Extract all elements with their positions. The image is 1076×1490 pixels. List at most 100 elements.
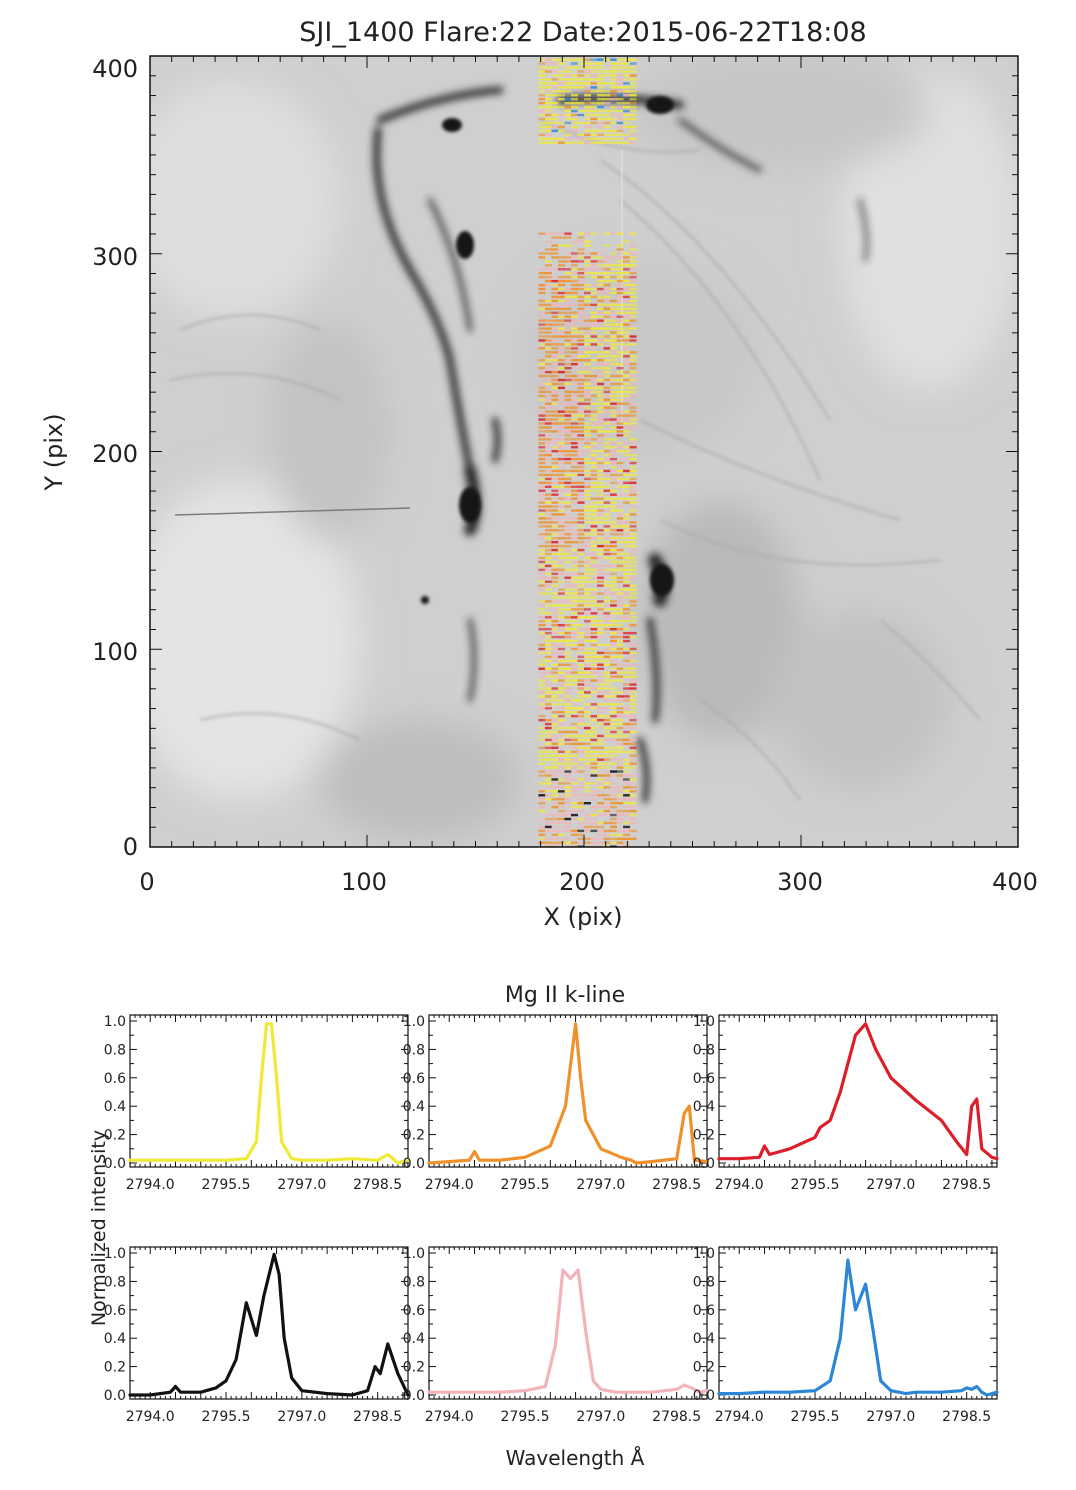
raster-pixel bbox=[610, 58, 618, 61]
raster-pixel bbox=[577, 489, 585, 492]
raster-pixel bbox=[570, 778, 578, 781]
raster-pixel bbox=[623, 121, 631, 125]
raster-pixel bbox=[616, 718, 624, 722]
raster-pixel bbox=[610, 457, 618, 461]
raster-pixel bbox=[616, 647, 624, 651]
raster-pixel bbox=[584, 604, 592, 607]
raster-pixel bbox=[590, 754, 598, 757]
raster-pixel bbox=[577, 671, 585, 674]
raster-pixel bbox=[603, 418, 611, 421]
raster-pixel bbox=[597, 469, 605, 473]
raster-pixel bbox=[623, 109, 631, 113]
raster-pixel bbox=[629, 699, 637, 702]
raster-pixel bbox=[629, 481, 637, 485]
raster-pixel bbox=[544, 790, 552, 793]
raster-pixel bbox=[564, 410, 572, 413]
raster-pixel bbox=[557, 608, 565, 611]
raster-pixel bbox=[610, 272, 618, 275]
raster-pixel bbox=[557, 833, 565, 837]
raster-pixel bbox=[610, 548, 618, 552]
raster-pixel bbox=[629, 125, 637, 129]
raster-pixel bbox=[584, 738, 592, 742]
raster-pixel bbox=[551, 78, 559, 81]
raster-pixel bbox=[577, 362, 585, 366]
raster-pixel bbox=[629, 758, 637, 761]
raster-pixel bbox=[577, 351, 585, 354]
raster-pixel bbox=[551, 418, 559, 421]
raster-pixel bbox=[577, 833, 585, 837]
raster-pixel bbox=[597, 766, 605, 769]
raster-pixel bbox=[584, 390, 592, 394]
raster-pixel bbox=[577, 667, 585, 670]
raster-pixel bbox=[629, 754, 637, 757]
raster-pixel bbox=[564, 133, 572, 136]
raster-pixel bbox=[616, 738, 624, 742]
raster-pixel bbox=[557, 501, 565, 504]
raster-pixel bbox=[616, 382, 624, 386]
spectrum-frame bbox=[129, 1014, 409, 1168]
raster-pixel bbox=[629, 327, 637, 330]
raster-pixel bbox=[597, 572, 605, 576]
raster-pixel bbox=[603, 366, 611, 370]
raster-pixel bbox=[603, 422, 611, 425]
raster-pixel bbox=[577, 315, 585, 318]
raster-pixel bbox=[597, 537, 605, 540]
raster-pixel bbox=[577, 457, 585, 461]
raster-pixel bbox=[570, 841, 578, 844]
raster-pixel bbox=[577, 525, 585, 528]
raster-pixel bbox=[597, 580, 605, 583]
raster-pixel bbox=[584, 299, 592, 303]
raster-pixel bbox=[564, 232, 572, 235]
raster-pixel bbox=[551, 315, 559, 318]
raster-pixel bbox=[584, 125, 592, 129]
raster-pixel bbox=[597, 805, 605, 809]
raster-pixel bbox=[610, 663, 618, 666]
raster-pixel bbox=[623, 572, 631, 576]
raster-pixel bbox=[610, 505, 618, 508]
raster-pixel bbox=[564, 121, 572, 125]
raster-pixel bbox=[570, 453, 578, 457]
raster-pixel bbox=[564, 556, 572, 560]
raster-pixel bbox=[597, 576, 605, 579]
raster-pixel bbox=[551, 513, 559, 516]
raster-pixel bbox=[623, 766, 631, 769]
raster-pixel bbox=[551, 608, 559, 611]
raster-pixel bbox=[544, 117, 552, 121]
raster-pixel bbox=[590, 74, 598, 77]
raster-pixel bbox=[577, 378, 585, 382]
raster-pixel bbox=[570, 801, 578, 805]
raster-pixel bbox=[551, 291, 559, 295]
raster-pixel bbox=[551, 754, 559, 757]
raster-pixel bbox=[623, 303, 631, 307]
raster-pixel bbox=[623, 639, 631, 643]
raster-pixel bbox=[610, 465, 618, 469]
raster-pixel bbox=[616, 766, 624, 769]
raster-pixel bbox=[597, 663, 605, 666]
raster-pixel bbox=[584, 331, 592, 334]
raster-pixel bbox=[564, 90, 572, 93]
raster-pixel bbox=[570, 754, 578, 757]
x-tick-label-100: 100 bbox=[341, 868, 387, 896]
raster-pixel bbox=[551, 117, 559, 121]
raster-pixel bbox=[590, 517, 598, 520]
raster-pixel bbox=[538, 414, 546, 417]
raster-pixel bbox=[564, 703, 572, 706]
raster-pixel bbox=[629, 438, 637, 441]
raster-pixel bbox=[603, 746, 611, 750]
raster-pixel bbox=[557, 331, 565, 334]
spectrum-x-tick-label: 2794.0 bbox=[425, 1177, 474, 1193]
raster-pixel bbox=[629, 442, 637, 445]
raster-pixel bbox=[610, 382, 618, 386]
raster-pixel bbox=[564, 738, 572, 742]
raster-pixel bbox=[551, 679, 559, 682]
raster-pixel bbox=[577, 841, 585, 844]
raster-pixel bbox=[597, 600, 605, 603]
raster-pixel bbox=[551, 82, 559, 85]
raster-pixel bbox=[570, 260, 578, 263]
raster-pixel bbox=[564, 667, 572, 670]
raster-pixel bbox=[616, 813, 624, 817]
raster-pixel bbox=[551, 394, 559, 398]
raster-pixel bbox=[544, 279, 552, 283]
raster-pixel bbox=[538, 544, 546, 548]
raster-pixel bbox=[590, 651, 598, 655]
